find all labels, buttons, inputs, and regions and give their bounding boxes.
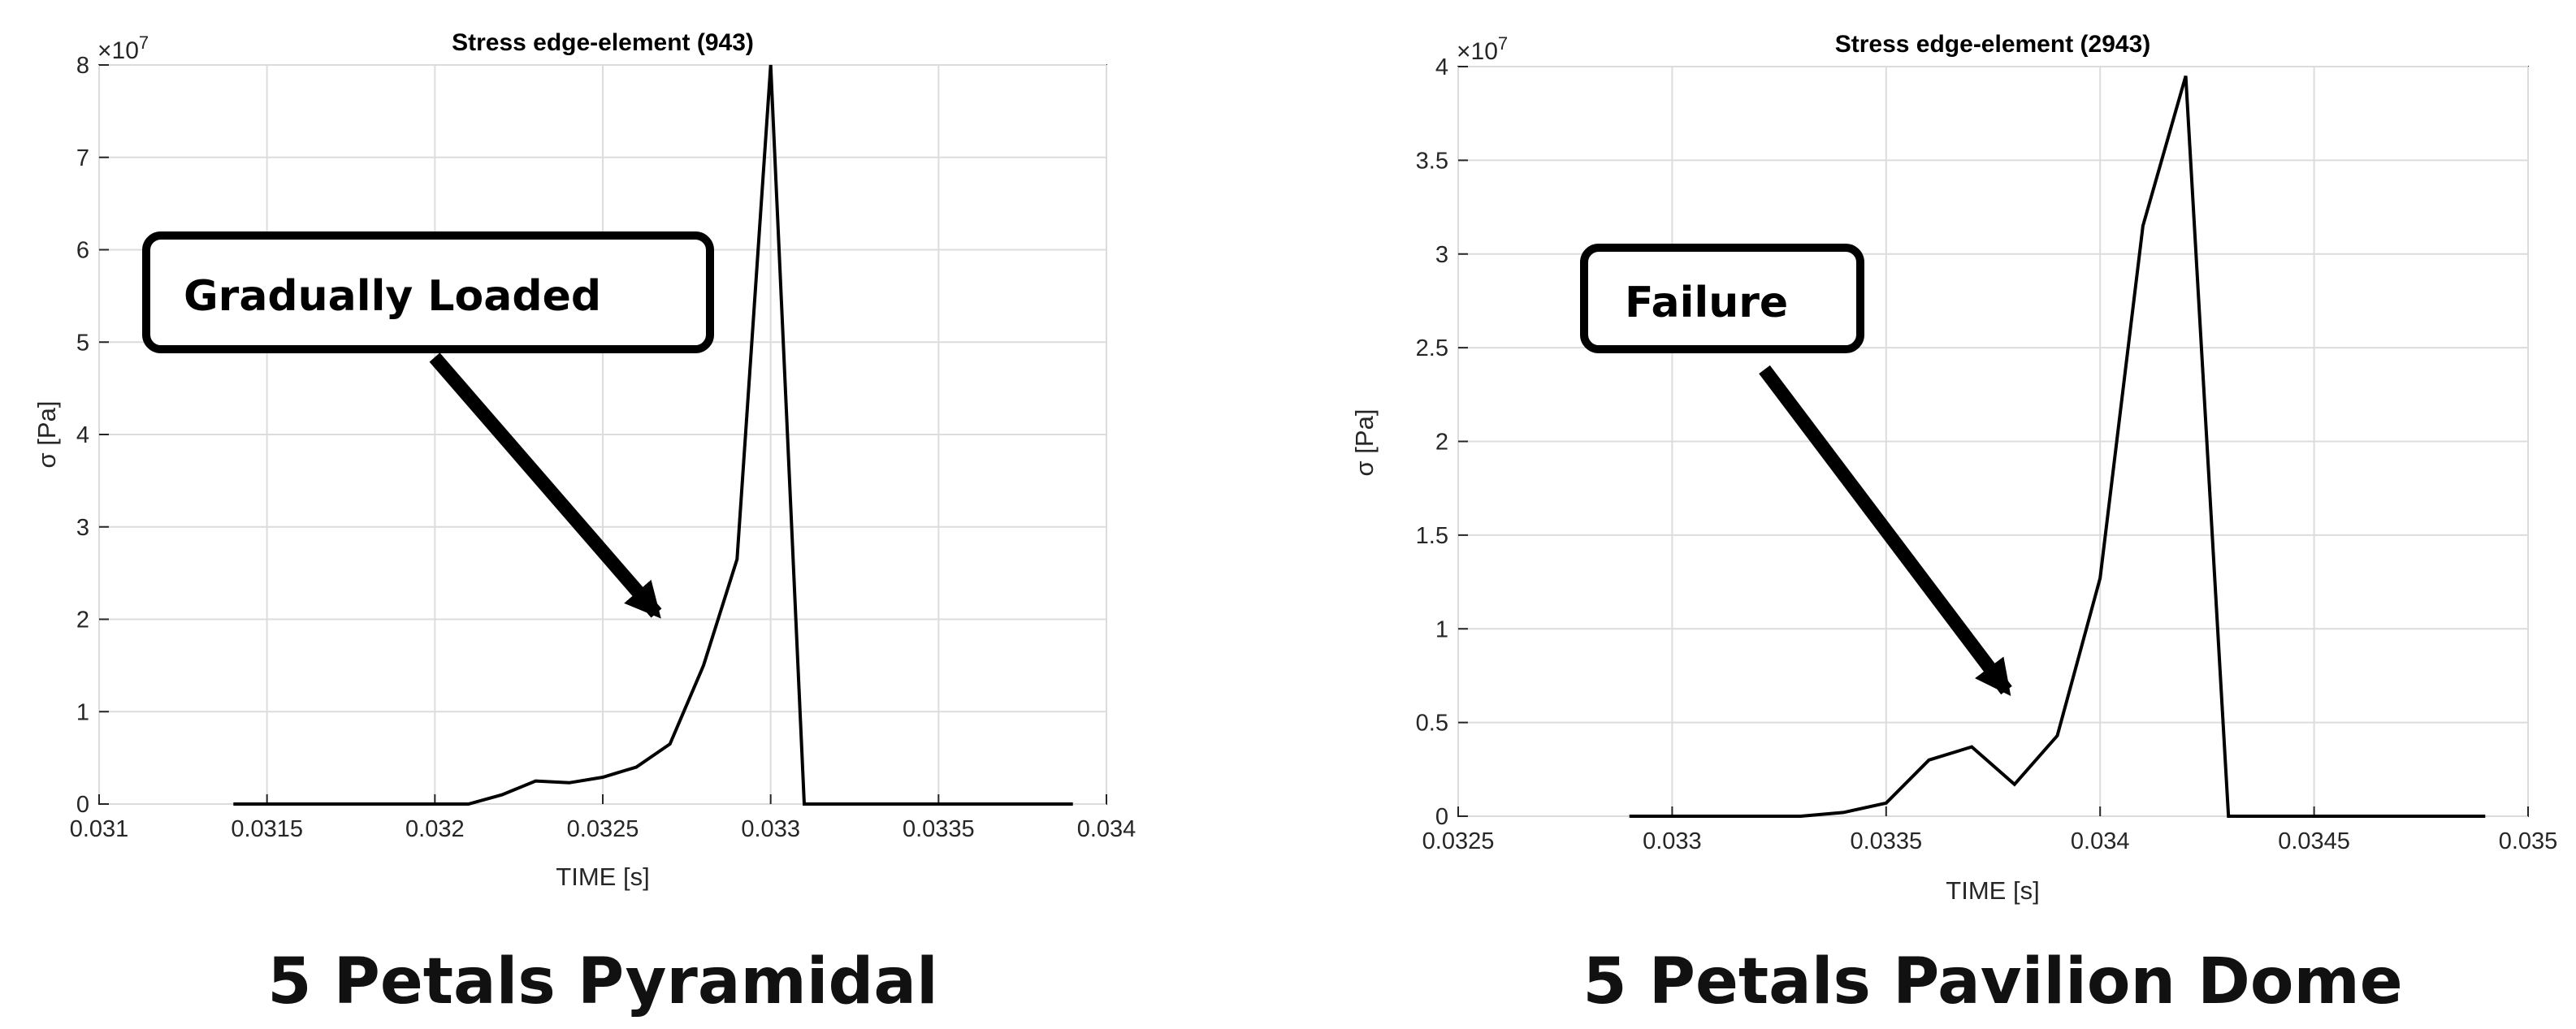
- left-x-tick-label: 0.032: [405, 816, 465, 842]
- right-y-exponent: ×107: [1457, 33, 1508, 65]
- right-y-axis-label: σ [Pa]: [1350, 409, 1379, 477]
- left-series-line: [233, 64, 1073, 806]
- left-y-tick-label: 5: [76, 330, 89, 356]
- right-y-tick-label: 1.5: [1416, 523, 1448, 549]
- left-ticks: 0.031 0.0315 0.032 0.0325 0.033 0.0335 0.034 0 1…: [70, 53, 1136, 842]
- right-x-tick-label: 0.0325: [1422, 828, 1495, 854]
- left-callout: Gradually Loaded: [142, 231, 714, 619]
- left-y-tick-label: 4: [76, 422, 89, 448]
- right-y-tick-label: 3.5: [1416, 148, 1448, 174]
- left-x-tick-label: 0.034: [1077, 816, 1136, 842]
- right-callout-arrow: [1759, 365, 2012, 697]
- right-grid: [1457, 66, 2529, 817]
- right-y-tick-label: 0.5: [1416, 711, 1448, 737]
- right-callout-text: Failure: [1625, 279, 1788, 327]
- right-x-tick-label: 0.033: [1643, 828, 1702, 854]
- right-series-line: [1629, 75, 2486, 818]
- left-x-tick-label: 0.033: [741, 816, 800, 842]
- left-y-tick-label: 1: [76, 699, 89, 725]
- left-x-tick-label: 0.0335: [903, 816, 975, 842]
- left-x-axis-label: TIME [s]: [556, 863, 649, 891]
- right-plot-title: Stress edge-element (2943): [1835, 31, 2151, 58]
- left-callout-text: Gradually Loaded: [184, 272, 601, 321]
- right-y-tick-label: 0: [1435, 804, 1448, 830]
- left-caption: 5 Petals Pyramidal: [267, 945, 938, 1018]
- left-y-tick-label: 7: [76, 145, 89, 171]
- left-x-tick-label: 0.031: [70, 816, 129, 842]
- left-y-axis-label: σ [Pa]: [32, 401, 61, 469]
- right-y-tick-label: 2.5: [1416, 335, 1448, 361]
- right-y-tick-label: 4: [1435, 54, 1448, 80]
- right-callout: Failure: [1580, 244, 2012, 697]
- left-plot-title: Stress edge-element (943): [452, 29, 754, 56]
- left-y-exponent: ×107: [97, 32, 149, 64]
- left-x-tick-label: 0.0315: [231, 816, 303, 842]
- right-x-axis-label: TIME [s]: [1946, 876, 2039, 905]
- left-callout-arrow: [429, 352, 662, 619]
- right-x-tick-label: 0.035: [2499, 828, 2558, 854]
- right-x-tick-label: 0.034: [2071, 828, 2130, 854]
- left-y-tick-label: 6: [76, 238, 89, 264]
- left-panel: 0.031 0.0315 0.032 0.0325 0.033 0.0335 0.034 0 1…: [32, 29, 1136, 1018]
- left-callout-box: [142, 231, 714, 353]
- left-y-tick-label: 2: [76, 607, 89, 633]
- right-y-tick-label: 1: [1435, 616, 1448, 642]
- right-callout-box: [1580, 244, 1864, 353]
- left-y-tick-label: 0: [76, 792, 89, 818]
- right-caption: 5 Petals Pavilion Dome: [1582, 945, 2402, 1018]
- right-x-tick-label: 0.0335: [1850, 828, 1922, 854]
- right-x-tick-label: 0.0345: [2278, 828, 2350, 854]
- left-x-tick-label: 0.0325: [567, 816, 639, 842]
- left-y-tick-label: 3: [76, 515, 89, 541]
- right-ticks: 0.0325 0.033 0.0335 0.034 0.0345 0.035 0 0.5 1 1.…: [1416, 54, 2558, 854]
- right-y-tick-label: 3: [1435, 242, 1448, 268]
- right-panel: 0.0325 0.033 0.0335 0.034 0.0345 0.035 0 0.5 1 1.…: [1350, 31, 2557, 1018]
- right-y-tick-label: 2: [1435, 430, 1448, 456]
- left-y-tick-label: 8: [76, 53, 89, 79]
